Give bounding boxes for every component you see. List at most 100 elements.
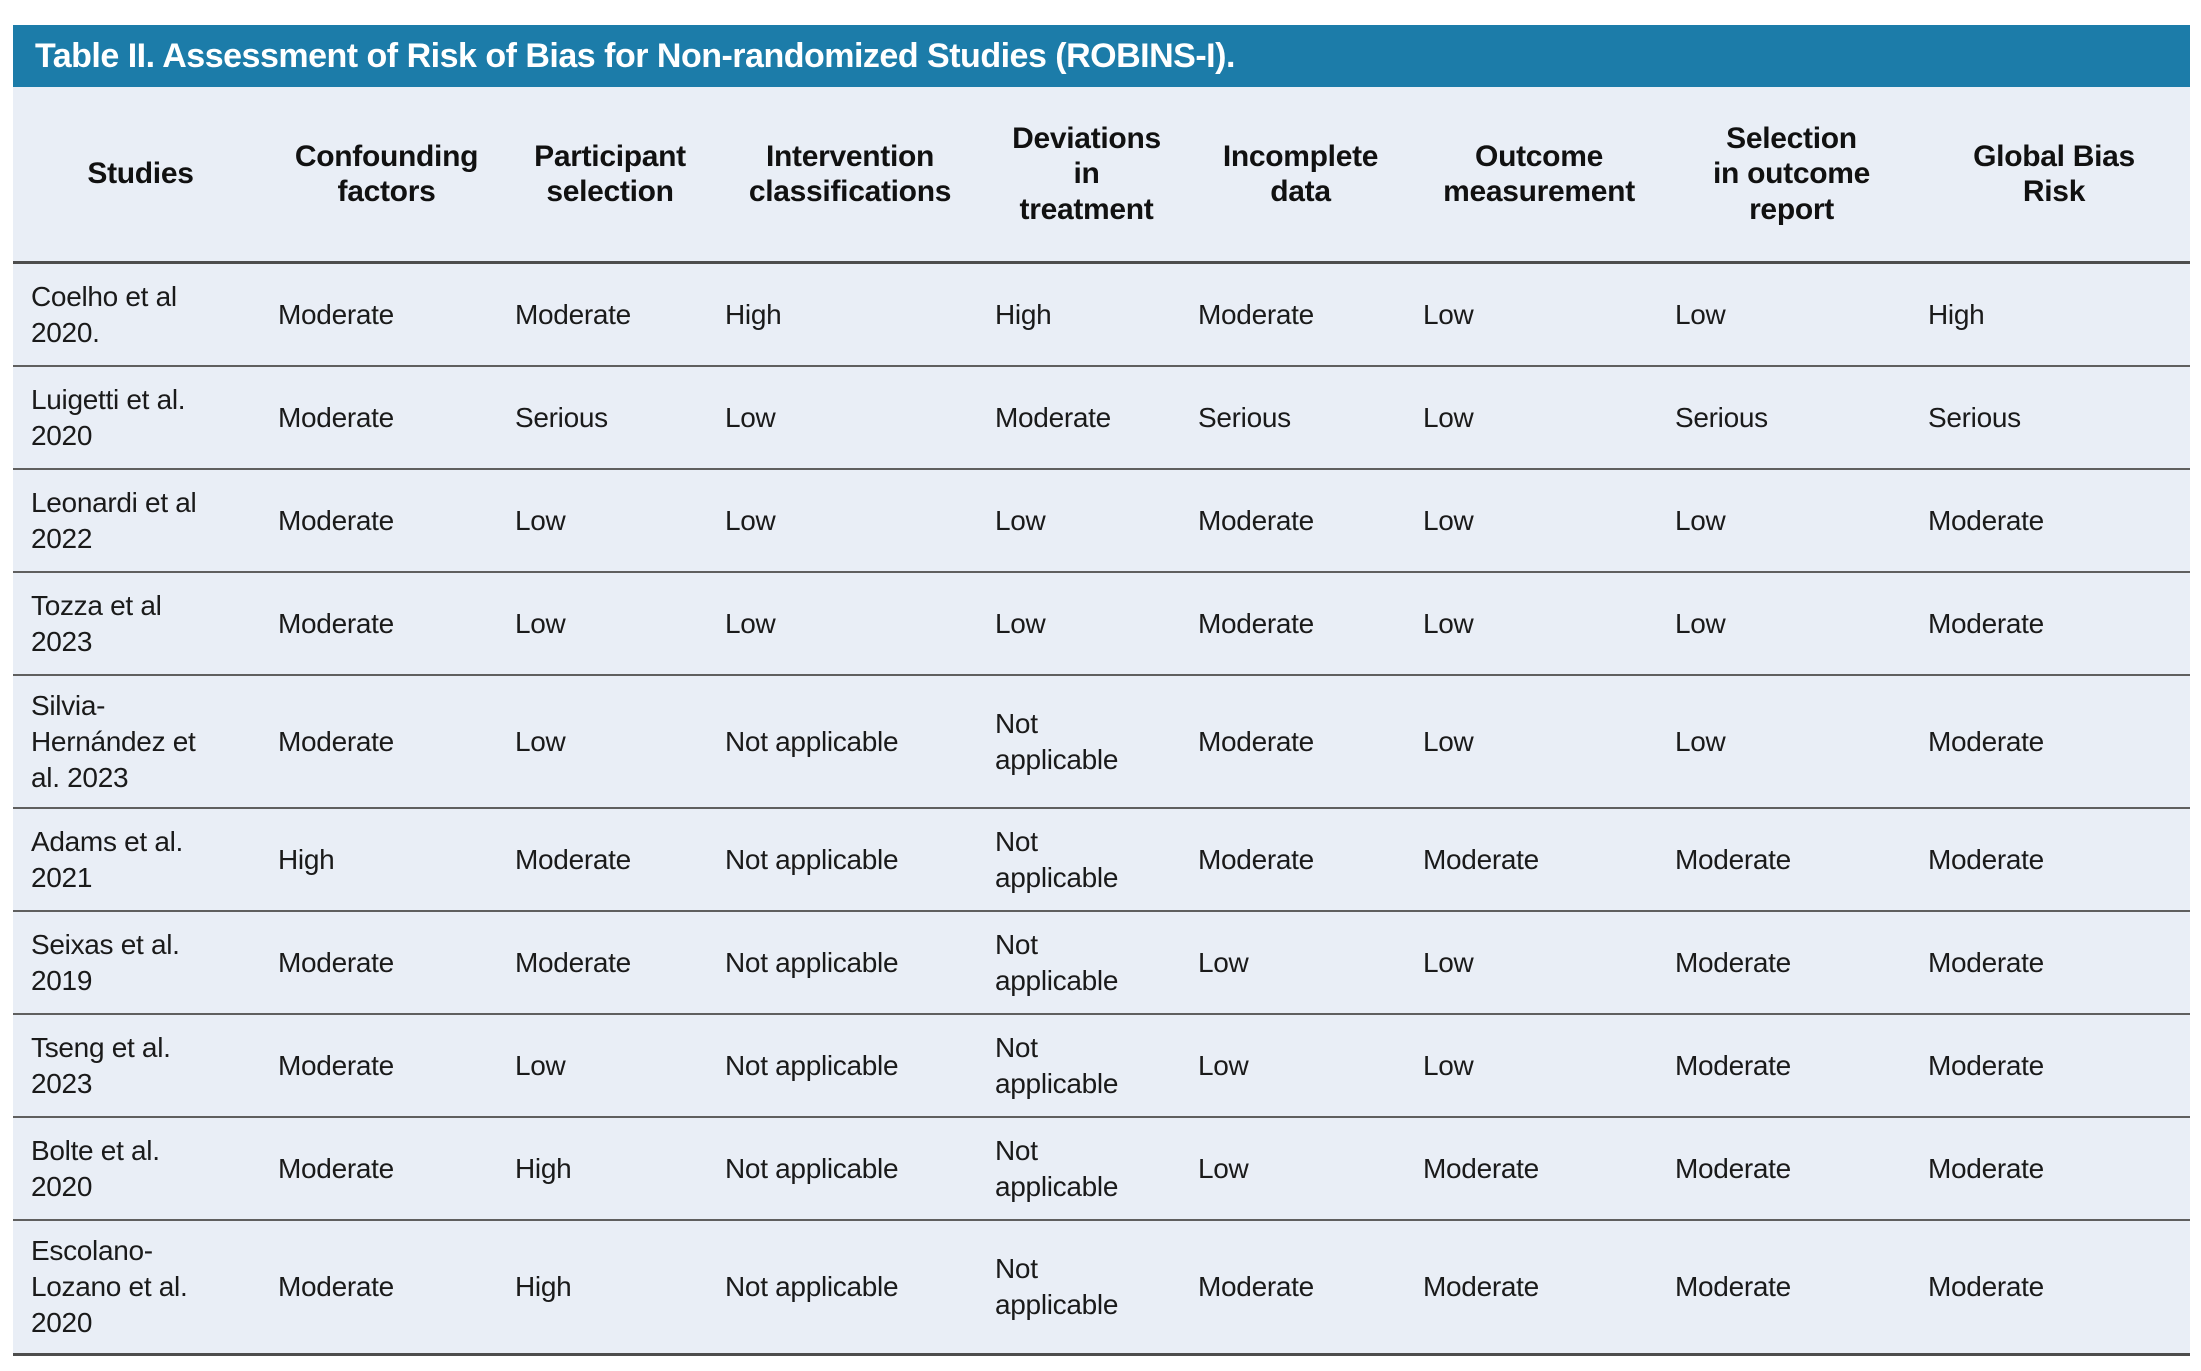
rating-cell: Serious — [1188, 366, 1413, 470]
rating-cell: Low — [1188, 1117, 1413, 1222]
column-header-outcome-measurement: Outcome measurement — [1413, 87, 1665, 264]
rating-value: Low — [1423, 947, 1474, 979]
rating-value: Moderate — [278, 1271, 394, 1303]
rating-cell: Moderate — [268, 262, 505, 367]
column-header-selection-in-outcome-report: Selection in outcome report — [1665, 87, 1918, 264]
rating-value: Low — [725, 401, 776, 433]
rating-cell: Moderate — [1413, 1117, 1665, 1222]
rating-cell: Moderate — [1188, 808, 1413, 913]
rating-cell: Moderate — [505, 911, 715, 1016]
rating-value: Low — [515, 607, 566, 639]
rating-value: Low — [515, 1050, 566, 1082]
table-row: Escolano- Lozano et al. 2020 Moderate High… — [13, 1220, 2190, 1356]
rating-cell: Moderate — [268, 572, 505, 676]
rating-cell: Low — [505, 1014, 715, 1119]
rating-value: Moderate — [1198, 298, 1314, 330]
table-row: Bolte et al. 2020 Moderate High Not applica… — [13, 1117, 2190, 1222]
rating-value: Low — [1675, 607, 1726, 639]
rating-cell: Low — [1188, 1014, 1413, 1119]
column-header-studies: Studies — [13, 87, 268, 264]
rating-value: Moderate — [1675, 844, 1791, 876]
rating-cell: Moderate — [1918, 675, 2190, 810]
rating-value: Moderate — [1198, 844, 1314, 876]
rating-value: Moderate — [1423, 1271, 1539, 1303]
study-name-cell: Adams et al. 2021 — [13, 808, 268, 913]
rating-cell: Moderate — [1918, 572, 2190, 676]
rating-cell: Low — [715, 366, 985, 470]
rating-value: Moderate — [1928, 607, 2044, 639]
rating-value: Moderate — [278, 947, 394, 979]
table-title-bar: Table II. Assessment of Risk of Bias for… — [13, 25, 2190, 87]
rating-value: Moderate — [1928, 1153, 2044, 1185]
rating-cell: Moderate — [1918, 911, 2190, 1016]
rating-value: Moderate — [278, 504, 394, 536]
rating-value: Moderate — [1928, 844, 2044, 876]
rating-value: Moderate — [1928, 725, 2044, 757]
rating-cell: High — [1918, 262, 2190, 367]
rating-value: Moderate — [278, 1050, 394, 1082]
rating-cell: Moderate — [1188, 675, 1413, 810]
rating-value: Low — [1675, 298, 1726, 330]
rating-value: Not applicable — [725, 947, 899, 979]
rating-cell: Not applicable — [985, 1117, 1188, 1222]
rating-value: Not applicable — [995, 1135, 1119, 1202]
table-row: Coelho et al 2020. Moderate Moderate High Hi… — [13, 262, 2190, 367]
rating-cell: Not applicable — [715, 675, 985, 810]
rating-value: Moderate — [1675, 1050, 1791, 1082]
rating-cell: Moderate — [268, 1014, 505, 1119]
rating-value: Low — [515, 504, 566, 536]
rating-cell: Low — [1665, 469, 1918, 573]
study-name-cell: Bolte et al. 2020 — [13, 1117, 268, 1222]
rating-cell: Low — [1413, 262, 1665, 367]
rating-cell: High — [715, 262, 985, 367]
rating-value: Not applicable — [725, 1271, 899, 1303]
rating-cell: Moderate — [1665, 1014, 1918, 1119]
rating-value: Not applicable — [725, 1153, 899, 1185]
rating-value: Serious — [1198, 401, 1291, 433]
rating-value: Moderate — [1198, 725, 1314, 757]
table-row: Silvia- Hernández et al. 2023 Moderate Low… — [13, 675, 2190, 810]
rating-cell: Moderate — [268, 1117, 505, 1222]
rating-cell: Not applicable — [715, 808, 985, 913]
rating-value: Moderate — [515, 844, 631, 876]
rating-cell: Low — [1413, 1014, 1665, 1119]
rating-value: High — [995, 298, 1052, 330]
rating-value: High — [1928, 298, 1985, 330]
rating-value: Low — [1423, 401, 1474, 433]
rating-cell: Moderate — [1918, 469, 2190, 573]
rating-value: Low — [1675, 504, 1726, 536]
rating-value: Not applicable — [995, 707, 1119, 775]
rating-cell: Low — [1413, 572, 1665, 676]
table-row: Leonardi et al 2022 Moderate Low Low Low Mode… — [13, 469, 2190, 573]
rating-cell: Moderate — [1665, 1117, 1918, 1222]
rating-cell: Moderate — [505, 262, 715, 367]
table-row: Adams et al. 2021 High Moderate Not applica… — [13, 808, 2190, 913]
rating-value: Moderate — [1928, 504, 2044, 536]
study-name-cell: Leonardi et al 2022 — [13, 469, 268, 573]
rating-value: Moderate — [1423, 1153, 1539, 1185]
rating-value: High — [278, 844, 335, 876]
column-header-participant-selection: Participant selection — [505, 87, 715, 264]
rating-cell: Low — [1665, 572, 1918, 676]
rating-value: Moderate — [1423, 844, 1539, 876]
rating-value: High — [725, 298, 782, 330]
rating-value: Low — [1423, 504, 1474, 536]
rating-value: Low — [1423, 1050, 1474, 1082]
rating-value: Serious — [1928, 401, 2021, 433]
rating-cell: Moderate — [1188, 469, 1413, 573]
rating-value: Not applicable — [995, 929, 1119, 996]
table-row: Tozza et al 2023 Moderate Low Low Low Moderat… — [13, 572, 2190, 676]
column-header-deviations-in-treatment: Deviations in treatment — [985, 87, 1188, 264]
column-header-confounding-factors: Confounding factors — [268, 87, 505, 264]
rating-cell: Low — [715, 469, 985, 573]
rating-cell: Low — [1665, 262, 1918, 367]
rating-cell: Moderate — [1188, 1220, 1413, 1356]
rating-cell: High — [505, 1220, 715, 1356]
rating-value: Moderate — [995, 401, 1111, 433]
rating-cell: Not applicable — [715, 911, 985, 1016]
rating-value: Low — [995, 607, 1046, 639]
rating-cell: Moderate — [268, 675, 505, 810]
rating-cell: Moderate — [268, 469, 505, 573]
rating-cell: Not applicable — [985, 1014, 1188, 1119]
